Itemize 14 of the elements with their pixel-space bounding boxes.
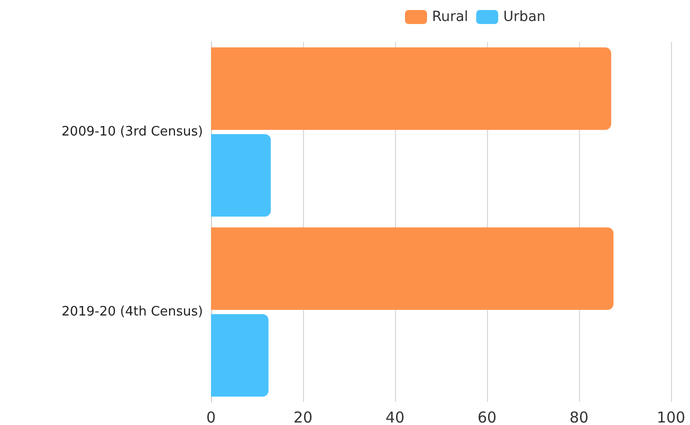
x-tick-label: 60: [477, 408, 497, 425]
y-tick-label: 2009-10 (3rd Census): [62, 124, 203, 140]
bar: [211, 134, 271, 217]
bar: [211, 314, 268, 397]
x-tick-label: 40: [385, 408, 405, 425]
x-tick-label: 0: [206, 408, 216, 425]
y-tick-label: 2019-20 (4th Census): [62, 304, 203, 320]
bar: [211, 47, 612, 130]
legend-label: Urban: [503, 9, 546, 25]
x-tick-label: 20: [293, 408, 313, 425]
x-tick-label: 100: [656, 408, 686, 425]
bar: [211, 227, 614, 310]
x-tick-label: 80: [569, 408, 589, 425]
legend-label: Rural: [432, 9, 468, 25]
